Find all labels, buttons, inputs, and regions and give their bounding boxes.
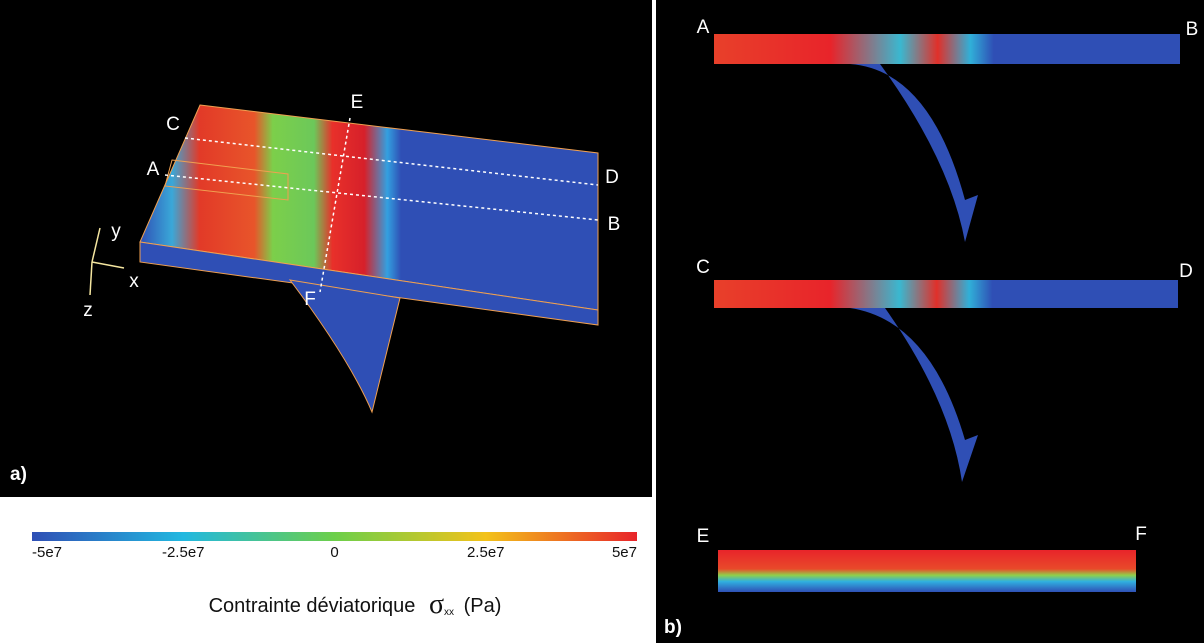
axis-label: z	[83, 300, 93, 321]
point-label: B	[608, 214, 621, 235]
panel-label: a)	[10, 464, 27, 485]
strip-cd	[714, 280, 1178, 308]
colorbar-tick-label: 5e7	[612, 544, 637, 561]
caption-symbol: σ	[429, 589, 444, 620]
branch-ab	[850, 64, 978, 242]
colorbar-tick-label: 2.5e7	[467, 544, 505, 561]
branch-cd	[850, 308, 978, 482]
point-label: C	[166, 114, 180, 135]
axis-label: x	[129, 271, 139, 292]
axes-triad	[89, 227, 125, 296]
axis-label: y	[111, 221, 121, 242]
colorbar	[32, 532, 637, 541]
colorbar-tick-label: -5e7	[32, 544, 62, 561]
point-label: B	[1186, 19, 1199, 40]
section-ab	[164, 174, 599, 221]
branch	[288, 279, 401, 414]
point-label: A	[697, 17, 710, 38]
point-label: F	[1135, 524, 1147, 545]
point-label: E	[697, 526, 710, 547]
point-label: D	[605, 167, 619, 188]
panel-b-bg	[656, 0, 1204, 643]
point-label: F	[304, 289, 316, 310]
colorbar-tick-label: 0	[330, 544, 338, 561]
caption-unit: (Pa)	[464, 595, 502, 617]
caption-subscript: xx	[444, 607, 454, 618]
colorbar-tick-label: -2.5e7	[162, 544, 205, 561]
point-label: C	[696, 257, 710, 278]
panel-label: b)	[664, 617, 682, 638]
caption-text: Contrainte déviatorique	[209, 595, 416, 617]
plate-front	[139, 241, 599, 326]
point-label: E	[351, 92, 364, 113]
point-label: D	[1179, 261, 1193, 282]
strip-ef	[718, 550, 1136, 592]
point-label: A	[147, 159, 160, 180]
strip-ab	[714, 34, 1180, 64]
groove	[164, 159, 289, 201]
caption: Contrainte déviatorique σxx (Pa)	[209, 589, 502, 622]
